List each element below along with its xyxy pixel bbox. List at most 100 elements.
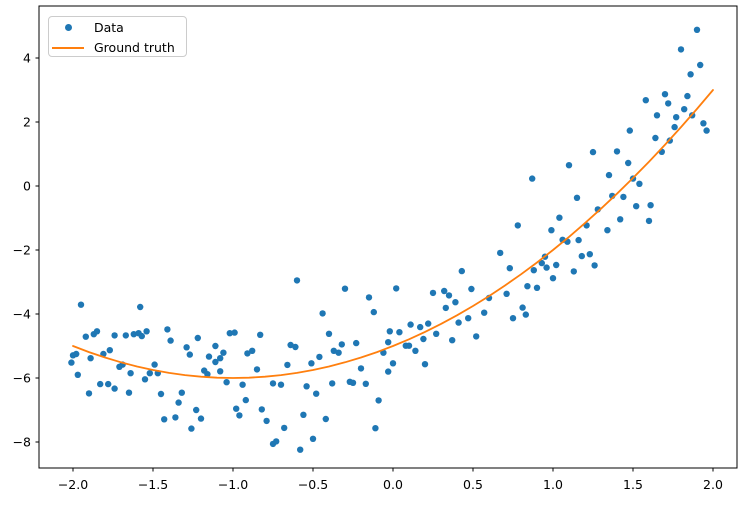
data-point <box>503 290 510 297</box>
legend-label-data: Data <box>94 20 124 35</box>
data-point <box>297 446 304 453</box>
data-point <box>293 277 301 284</box>
data-point <box>122 332 129 339</box>
data-point <box>509 315 517 322</box>
x-tick-label: 2.0 <box>703 477 723 492</box>
data-point <box>186 351 193 358</box>
data-point <box>620 193 627 201</box>
data-point <box>183 344 190 351</box>
data-point <box>242 396 249 404</box>
data-point <box>570 268 577 275</box>
data-point <box>372 425 379 432</box>
data-point <box>529 175 536 182</box>
data-point <box>677 46 685 53</box>
data-point <box>522 311 529 318</box>
data-point <box>506 265 513 272</box>
data-point <box>233 405 240 412</box>
data-point <box>77 301 85 308</box>
x-tick-label: −0.5 <box>298 477 328 492</box>
data-point <box>396 329 403 336</box>
data-point <box>407 321 414 328</box>
data-point <box>636 180 643 187</box>
data-point <box>73 350 80 358</box>
data-point <box>543 264 550 271</box>
data-point <box>385 339 392 346</box>
data-point <box>687 71 694 78</box>
data-point <box>370 308 377 316</box>
data-point <box>468 285 475 293</box>
data-point <box>244 350 251 357</box>
data-point <box>703 127 710 134</box>
data-point <box>565 162 573 169</box>
data-point <box>514 222 521 229</box>
data-point <box>138 332 145 340</box>
data-point <box>556 214 563 221</box>
data-point <box>533 284 541 291</box>
data-point <box>161 416 168 423</box>
data-point <box>105 380 112 388</box>
data-point <box>530 267 537 274</box>
axes-frame <box>38 5 738 469</box>
data-point <box>417 323 424 331</box>
data-point <box>647 202 654 209</box>
data-point <box>421 361 429 368</box>
data-point <box>292 343 299 351</box>
data-point <box>141 376 149 383</box>
data-point <box>625 159 632 167</box>
legend-swatch <box>52 46 84 49</box>
data-point <box>519 304 526 311</box>
x-tick-label: 1.5 <box>623 477 643 492</box>
data-point <box>106 347 114 354</box>
data-point <box>172 414 179 421</box>
data-point <box>425 320 432 327</box>
x-tick-label: 0.5 <box>463 477 483 492</box>
data-point <box>335 349 342 356</box>
y-tick-label: −6 <box>13 371 31 386</box>
ground-truth-line-icon <box>52 46 84 49</box>
data-point <box>642 97 649 104</box>
x-tick-label: 0.0 <box>383 477 403 492</box>
data-point <box>673 114 680 121</box>
x-tick-label: −1.5 <box>138 477 168 492</box>
data-point <box>575 236 582 244</box>
legend-entry-data: Data <box>49 18 186 37</box>
data-point <box>442 304 449 312</box>
data-point <box>420 335 427 343</box>
data-point <box>97 380 104 388</box>
data-point <box>220 349 227 356</box>
data-point <box>236 412 243 419</box>
data-point <box>365 294 373 301</box>
data-point <box>204 371 211 378</box>
data-point <box>85 390 93 397</box>
data-point <box>146 370 153 377</box>
data-point <box>653 112 661 119</box>
data-point <box>253 366 261 373</box>
data-point <box>309 435 317 442</box>
data-point <box>578 252 585 260</box>
data-point <box>217 368 224 375</box>
data-point <box>239 381 246 388</box>
x-tick-label: −2.0 <box>58 477 88 492</box>
data-point <box>167 337 174 344</box>
data-point <box>626 127 633 134</box>
data-point <box>217 355 224 362</box>
data-point <box>549 275 557 282</box>
data-point <box>697 61 704 69</box>
data-point <box>194 334 201 342</box>
data-point <box>223 379 230 386</box>
data-marker-icon <box>64 24 72 31</box>
y-tick-label: −2 <box>13 243 31 258</box>
data-point <box>127 370 134 377</box>
data-point <box>586 251 593 258</box>
data-point <box>212 342 219 350</box>
data-point <box>151 361 158 368</box>
data-point <box>591 262 598 269</box>
data-point <box>604 227 611 234</box>
y-tick-label: −8 <box>13 435 31 450</box>
data-point <box>257 331 264 338</box>
data-point <box>573 194 581 201</box>
data-point <box>538 259 545 267</box>
data-point <box>175 399 182 406</box>
